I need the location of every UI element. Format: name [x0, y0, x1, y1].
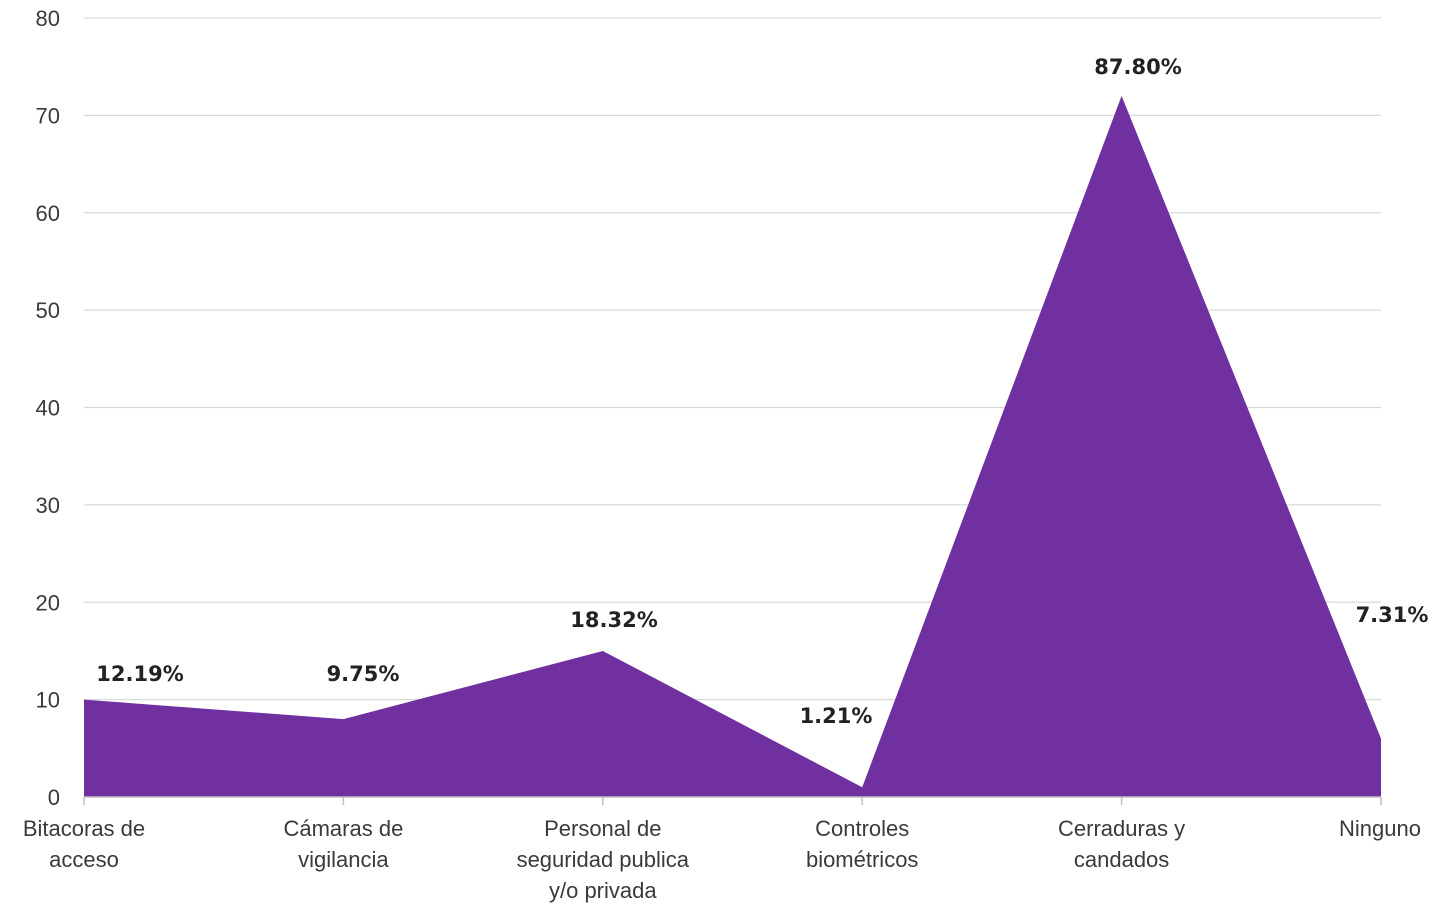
x-category-label: Bitacoras de acceso [23, 816, 145, 872]
area-series [84, 95, 1381, 797]
x-category-label: Controles biométricos [806, 816, 918, 872]
data-label: 18.32% [570, 608, 657, 632]
y-tick-label: 40 [36, 396, 60, 421]
y-tick-label: 20 [36, 590, 60, 615]
x-category-label-line: Cerraduras y [1058, 816, 1185, 841]
data-label: 7.31% [1356, 603, 1429, 627]
y-axis-tick-labels: 0 10 20 30 40 50 60 70 80 [36, 6, 60, 810]
x-category-label: Personal de seguridad publica y/o privada [517, 816, 690, 903]
data-label: 1.21% [800, 704, 873, 728]
y-tick-label: 30 [36, 493, 60, 518]
x-category-label: Ninguno [1339, 816, 1421, 841]
area-fill [84, 95, 1381, 797]
x-category-label-line: acceso [49, 847, 119, 872]
x-category-label-line: Controles [815, 816, 909, 841]
x-category-label: Cerraduras y candados [1058, 816, 1185, 872]
gridlines [84, 17, 1381, 701]
y-tick-label: 0 [48, 785, 60, 810]
x-category-label-line: seguridad publica [517, 847, 690, 872]
x-category-label-line: y/o privada [549, 878, 657, 903]
x-category-label-line: Cámaras de [283, 816, 403, 841]
x-axis-category-labels: Bitacoras de acceso Cámaras de vigilancia Pe… [23, 816, 1421, 903]
x-axis [83, 796, 1382, 805]
x-category-label-line: Bitacoras de [23, 816, 145, 841]
x-category-label-line: Ninguno [1339, 816, 1421, 841]
y-tick-label: 60 [36, 201, 60, 226]
y-tick-label: 50 [36, 298, 60, 323]
x-category-label-line: candados [1074, 847, 1169, 872]
data-labels: 12.19% 9.75% 18.32% 1.21% 87.80% 7.31% [96, 55, 1428, 728]
data-label: 12.19% [96, 662, 183, 686]
data-label: 87.80% [1094, 55, 1181, 79]
x-category-label-line: vigilancia [298, 847, 389, 872]
data-label: 9.75% [327, 662, 400, 686]
y-tick-label: 80 [36, 6, 60, 31]
x-category-label: Cámaras de vigilancia [283, 816, 403, 872]
y-tick-label: 10 [36, 688, 60, 713]
x-category-label-line: Personal de [544, 816, 661, 841]
y-tick-label: 70 [36, 103, 60, 128]
x-category-label-line: biométricos [806, 847, 918, 872]
